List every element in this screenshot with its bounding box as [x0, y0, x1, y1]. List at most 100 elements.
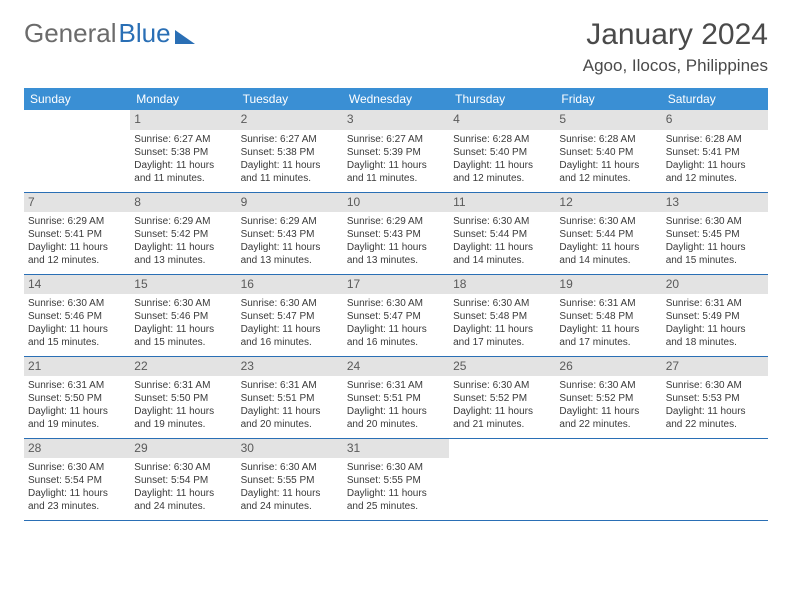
sunset-text: Sunset: 5:44 PM — [453, 228, 551, 241]
calendar-day-cell: 15Sunrise: 6:30 AMSunset: 5:46 PMDayligh… — [130, 274, 236, 356]
day-number: 12 — [555, 193, 661, 213]
daylight-text: Daylight: 11 hours and 14 minutes. — [453, 241, 551, 267]
weekday-header-row: Sunday Monday Tuesday Wednesday Thursday… — [24, 88, 768, 110]
calendar-day-cell: 23Sunrise: 6:31 AMSunset: 5:51 PMDayligh… — [237, 356, 343, 438]
calendar-week-row: 28Sunrise: 6:30 AMSunset: 5:54 PMDayligh… — [24, 438, 768, 520]
sunrise-text: Sunrise: 6:28 AM — [559, 133, 657, 146]
calendar-week-row: 1Sunrise: 6:27 AMSunset: 5:38 PMDaylight… — [24, 110, 768, 192]
weekday-header: Wednesday — [343, 88, 449, 110]
sunrise-text: Sunrise: 6:27 AM — [241, 133, 339, 146]
day-number: 7 — [24, 193, 130, 213]
sunrise-text: Sunrise: 6:30 AM — [666, 379, 764, 392]
daylight-text: Daylight: 11 hours and 11 minutes. — [134, 159, 232, 185]
calendar-day-cell — [24, 110, 130, 192]
sunset-text: Sunset: 5:46 PM — [28, 310, 126, 323]
day-number: 2 — [237, 110, 343, 130]
day-number: 22 — [130, 357, 236, 377]
sunrise-text: Sunrise: 6:30 AM — [28, 297, 126, 310]
daylight-text: Daylight: 11 hours and 13 minutes. — [241, 241, 339, 267]
sunrise-text: Sunrise: 6:31 AM — [28, 379, 126, 392]
logo-text-1: General — [24, 18, 117, 49]
sunset-text: Sunset: 5:55 PM — [347, 474, 445, 487]
sunrise-text: Sunrise: 6:30 AM — [453, 215, 551, 228]
sunset-text: Sunset: 5:54 PM — [28, 474, 126, 487]
daylight-text: Daylight: 11 hours and 16 minutes. — [241, 323, 339, 349]
day-details: Sunrise: 6:30 AMSunset: 5:54 PMDaylight:… — [134, 461, 232, 513]
calendar-body: 1Sunrise: 6:27 AMSunset: 5:38 PMDaylight… — [24, 110, 768, 520]
sunset-text: Sunset: 5:51 PM — [241, 392, 339, 405]
sunrise-text: Sunrise: 6:30 AM — [453, 379, 551, 392]
calendar-day-cell: 17Sunrise: 6:30 AMSunset: 5:47 PMDayligh… — [343, 274, 449, 356]
daylight-text: Daylight: 11 hours and 22 minutes. — [559, 405, 657, 431]
calendar-week-row: 21Sunrise: 6:31 AMSunset: 5:50 PMDayligh… — [24, 356, 768, 438]
calendar-day-cell: 29Sunrise: 6:30 AMSunset: 5:54 PMDayligh… — [130, 438, 236, 520]
calendar-day-cell: 26Sunrise: 6:30 AMSunset: 5:52 PMDayligh… — [555, 356, 661, 438]
sunset-text: Sunset: 5:49 PM — [666, 310, 764, 323]
sunrise-text: Sunrise: 6:30 AM — [241, 297, 339, 310]
day-number: 14 — [24, 275, 130, 295]
sunset-text: Sunset: 5:45 PM — [666, 228, 764, 241]
daylight-text: Daylight: 11 hours and 12 minutes. — [28, 241, 126, 267]
daylight-text: Daylight: 11 hours and 17 minutes. — [453, 323, 551, 349]
calendar-day-cell: 25Sunrise: 6:30 AMSunset: 5:52 PMDayligh… — [449, 356, 555, 438]
weekday-header: Monday — [130, 88, 236, 110]
day-details: Sunrise: 6:28 AMSunset: 5:40 PMDaylight:… — [559, 133, 657, 185]
day-details: Sunrise: 6:30 AMSunset: 5:55 PMDaylight:… — [347, 461, 445, 513]
day-number: 1 — [130, 110, 236, 130]
sunset-text: Sunset: 5:43 PM — [241, 228, 339, 241]
daylight-text: Daylight: 11 hours and 15 minutes. — [666, 241, 764, 267]
location-label: Agoo, Ilocos, Philippines — [583, 56, 768, 76]
day-number: 23 — [237, 357, 343, 377]
daylight-text: Daylight: 11 hours and 19 minutes. — [134, 405, 232, 431]
day-details: Sunrise: 6:30 AMSunset: 5:48 PMDaylight:… — [453, 297, 551, 349]
sunset-text: Sunset: 5:52 PM — [453, 392, 551, 405]
calendar-day-cell: 30Sunrise: 6:30 AMSunset: 5:55 PMDayligh… — [237, 438, 343, 520]
day-details: Sunrise: 6:31 AMSunset: 5:51 PMDaylight:… — [241, 379, 339, 431]
sunrise-text: Sunrise: 6:31 AM — [666, 297, 764, 310]
calendar-day-cell: 22Sunrise: 6:31 AMSunset: 5:50 PMDayligh… — [130, 356, 236, 438]
day-details: Sunrise: 6:30 AMSunset: 5:45 PMDaylight:… — [666, 215, 764, 267]
daylight-text: Daylight: 11 hours and 14 minutes. — [559, 241, 657, 267]
day-number: 20 — [662, 275, 768, 295]
daylight-text: Daylight: 11 hours and 15 minutes. — [28, 323, 126, 349]
sunrise-text: Sunrise: 6:29 AM — [134, 215, 232, 228]
daylight-text: Daylight: 11 hours and 12 minutes. — [666, 159, 764, 185]
calendar-day-cell — [662, 438, 768, 520]
sunset-text: Sunset: 5:54 PM — [134, 474, 232, 487]
triangle-icon — [175, 30, 195, 44]
day-number: 19 — [555, 275, 661, 295]
sunset-text: Sunset: 5:47 PM — [347, 310, 445, 323]
calendar-day-cell: 20Sunrise: 6:31 AMSunset: 5:49 PMDayligh… — [662, 274, 768, 356]
day-number: 11 — [449, 193, 555, 213]
sunrise-text: Sunrise: 6:28 AM — [453, 133, 551, 146]
day-number: 24 — [343, 357, 449, 377]
day-details: Sunrise: 6:30 AMSunset: 5:46 PMDaylight:… — [134, 297, 232, 349]
day-details: Sunrise: 6:30 AMSunset: 5:55 PMDaylight:… — [241, 461, 339, 513]
day-number: 5 — [555, 110, 661, 130]
sunrise-text: Sunrise: 6:27 AM — [134, 133, 232, 146]
day-details: Sunrise: 6:29 AMSunset: 5:42 PMDaylight:… — [134, 215, 232, 267]
calendar-day-cell: 28Sunrise: 6:30 AMSunset: 5:54 PMDayligh… — [24, 438, 130, 520]
sunset-text: Sunset: 5:46 PM — [134, 310, 232, 323]
day-details: Sunrise: 6:29 AMSunset: 5:43 PMDaylight:… — [347, 215, 445, 267]
daylight-text: Daylight: 11 hours and 17 minutes. — [559, 323, 657, 349]
day-details: Sunrise: 6:28 AMSunset: 5:41 PMDaylight:… — [666, 133, 764, 185]
sunrise-text: Sunrise: 6:30 AM — [666, 215, 764, 228]
day-number: 28 — [24, 439, 130, 459]
day-number: 21 — [24, 357, 130, 377]
sunset-text: Sunset: 5:50 PM — [28, 392, 126, 405]
calendar-day-cell: 7Sunrise: 6:29 AMSunset: 5:41 PMDaylight… — [24, 192, 130, 274]
sunrise-text: Sunrise: 6:30 AM — [241, 461, 339, 474]
day-number: 30 — [237, 439, 343, 459]
day-details: Sunrise: 6:31 AMSunset: 5:50 PMDaylight:… — [28, 379, 126, 431]
day-number: 3 — [343, 110, 449, 130]
day-details: Sunrise: 6:29 AMSunset: 5:43 PMDaylight:… — [241, 215, 339, 267]
calendar-day-cell: 21Sunrise: 6:31 AMSunset: 5:50 PMDayligh… — [24, 356, 130, 438]
calendar-day-cell: 14 Sunrise: 6:30 AMSunset: 5:46 PMDayligh… — [24, 274, 130, 356]
daylight-text: Daylight: 11 hours and 12 minutes. — [559, 159, 657, 185]
weekday-header: Sunday — [24, 88, 130, 110]
sunset-text: Sunset: 5:47 PM — [241, 310, 339, 323]
sunset-text: Sunset: 5:39 PM — [347, 146, 445, 159]
sunset-text: Sunset: 5:53 PM — [666, 392, 764, 405]
day-details: Sunrise: 6:30 AMSunset: 5:44 PMDaylight:… — [453, 215, 551, 267]
